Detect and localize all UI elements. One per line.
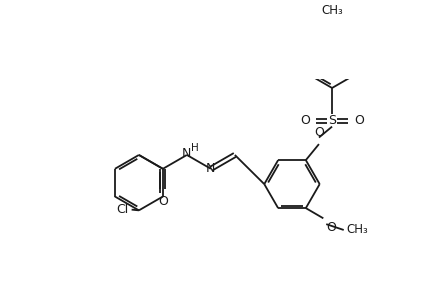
Text: O: O xyxy=(326,221,336,234)
Text: CH₃: CH₃ xyxy=(321,4,343,17)
Text: O: O xyxy=(158,195,168,208)
Text: Cl: Cl xyxy=(116,203,129,216)
Text: S: S xyxy=(328,114,336,127)
Text: O: O xyxy=(300,114,310,127)
Text: O: O xyxy=(354,114,364,127)
Text: H: H xyxy=(191,143,199,153)
Text: N: N xyxy=(206,162,215,175)
Text: O: O xyxy=(315,126,325,139)
Text: N: N xyxy=(182,147,191,160)
Text: CH₃: CH₃ xyxy=(346,223,368,237)
